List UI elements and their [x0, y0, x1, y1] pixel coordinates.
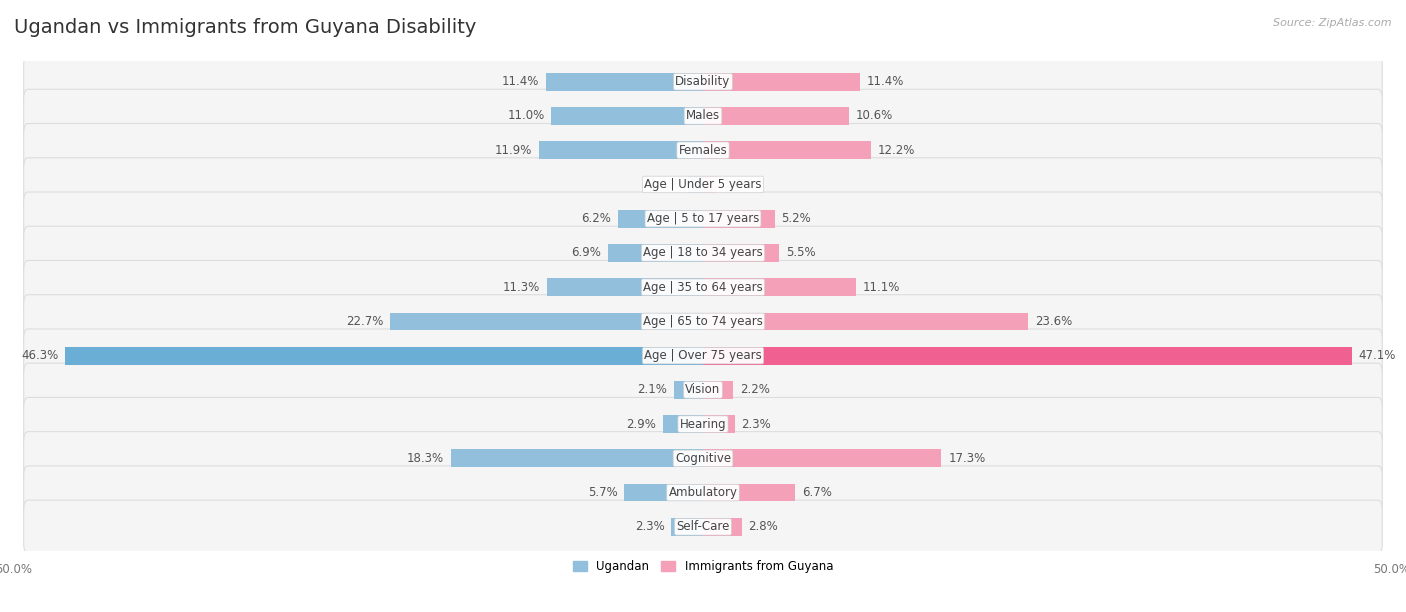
Text: Hearing: Hearing [679, 417, 727, 431]
FancyBboxPatch shape [24, 500, 1382, 553]
FancyBboxPatch shape [24, 192, 1382, 245]
Text: 11.4%: 11.4% [868, 75, 904, 88]
Bar [703, 381, 734, 399]
Text: Ambulatory: Ambulatory [668, 486, 738, 499]
Bar [607, 244, 703, 262]
Text: 6.2%: 6.2% [581, 212, 610, 225]
Bar [703, 141, 872, 159]
Text: Age | 18 to 34 years: Age | 18 to 34 years [643, 247, 763, 259]
Bar [671, 518, 703, 536]
Text: 17.3%: 17.3% [948, 452, 986, 465]
Bar [703, 449, 942, 467]
Text: 6.9%: 6.9% [571, 247, 600, 259]
Legend: Ugandan, Immigrants from Guyana: Ugandan, Immigrants from Guyana [567, 554, 839, 579]
Text: Source: ZipAtlas.com: Source: ZipAtlas.com [1274, 18, 1392, 28]
Text: 10.6%: 10.6% [856, 110, 893, 122]
Bar [703, 73, 860, 91]
FancyBboxPatch shape [24, 329, 1382, 382]
Text: Ugandan vs Immigrants from Guyana Disability: Ugandan vs Immigrants from Guyana Disabi… [14, 18, 477, 37]
Text: 6.7%: 6.7% [803, 486, 832, 499]
Text: 18.3%: 18.3% [406, 452, 444, 465]
Bar [703, 483, 796, 501]
Text: Cognitive: Cognitive [675, 452, 731, 465]
Bar [451, 449, 703, 467]
Text: 11.4%: 11.4% [502, 75, 538, 88]
Text: Self-Care: Self-Care [676, 520, 730, 533]
FancyBboxPatch shape [24, 55, 1382, 108]
Bar [703, 210, 775, 228]
Text: 5.2%: 5.2% [782, 212, 811, 225]
Text: Females: Females [679, 144, 727, 157]
Bar [551, 107, 703, 125]
Text: 47.1%: 47.1% [1358, 349, 1396, 362]
FancyBboxPatch shape [24, 397, 1382, 451]
Bar [65, 347, 703, 365]
FancyBboxPatch shape [24, 431, 1382, 485]
Text: 46.3%: 46.3% [21, 349, 58, 362]
Text: Age | Under 5 years: Age | Under 5 years [644, 178, 762, 191]
Text: Vision: Vision [685, 383, 721, 397]
Bar [703, 415, 735, 433]
Text: 2.9%: 2.9% [626, 417, 657, 431]
Text: Age | 35 to 64 years: Age | 35 to 64 years [643, 281, 763, 294]
Text: Disability: Disability [675, 75, 731, 88]
Bar [673, 381, 703, 399]
Bar [703, 278, 856, 296]
Bar [703, 313, 1028, 330]
Bar [624, 483, 703, 501]
FancyBboxPatch shape [24, 124, 1382, 177]
Bar [538, 141, 703, 159]
Text: 11.1%: 11.1% [863, 281, 900, 294]
Text: 2.3%: 2.3% [634, 520, 665, 533]
Text: 5.5%: 5.5% [786, 247, 815, 259]
FancyBboxPatch shape [24, 89, 1382, 143]
Text: Males: Males [686, 110, 720, 122]
FancyBboxPatch shape [24, 295, 1382, 348]
FancyBboxPatch shape [24, 158, 1382, 211]
FancyBboxPatch shape [24, 363, 1382, 417]
Bar [688, 176, 703, 193]
Text: 1.1%: 1.1% [651, 178, 681, 191]
FancyBboxPatch shape [24, 226, 1382, 280]
FancyBboxPatch shape [24, 261, 1382, 314]
Text: 2.1%: 2.1% [637, 383, 668, 397]
Bar [664, 415, 703, 433]
Text: 22.7%: 22.7% [346, 315, 384, 328]
FancyBboxPatch shape [24, 466, 1382, 520]
Text: 23.6%: 23.6% [1035, 315, 1073, 328]
Text: Age | Over 75 years: Age | Over 75 years [644, 349, 762, 362]
Text: 1.0%: 1.0% [724, 178, 754, 191]
Bar [703, 518, 741, 536]
Text: Age | 65 to 74 years: Age | 65 to 74 years [643, 315, 763, 328]
Bar [703, 107, 849, 125]
Bar [703, 347, 1353, 365]
Text: 2.2%: 2.2% [740, 383, 770, 397]
Bar [703, 176, 717, 193]
Bar [546, 73, 703, 91]
Bar [617, 210, 703, 228]
Text: 2.8%: 2.8% [748, 520, 778, 533]
Text: Age | 5 to 17 years: Age | 5 to 17 years [647, 212, 759, 225]
Text: 5.7%: 5.7% [588, 486, 617, 499]
Bar [547, 278, 703, 296]
Text: 11.3%: 11.3% [503, 281, 540, 294]
Text: 11.0%: 11.0% [508, 110, 544, 122]
Bar [391, 313, 703, 330]
Text: 2.3%: 2.3% [741, 417, 772, 431]
Bar [703, 244, 779, 262]
Text: 12.2%: 12.2% [877, 144, 915, 157]
Text: 11.9%: 11.9% [495, 144, 531, 157]
